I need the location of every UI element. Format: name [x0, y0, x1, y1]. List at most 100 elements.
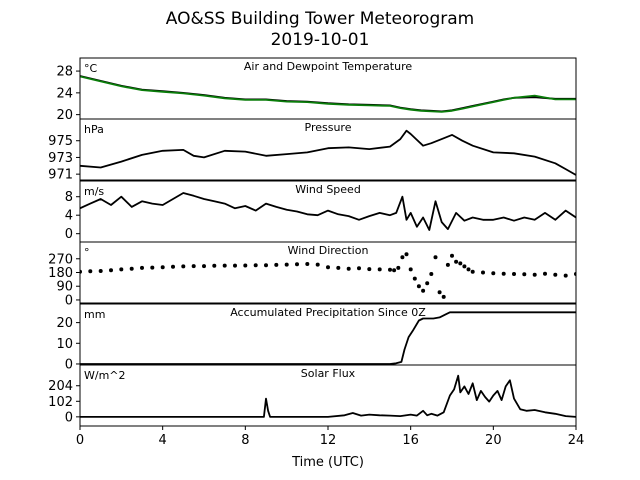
- y-tick-label: 971: [48, 168, 73, 183]
- series-line: [80, 75, 576, 113]
- data-point: [392, 268, 397, 273]
- chart-subtitle: 2019-10-01: [271, 30, 370, 50]
- panel-2: 971 973 975 hPa Pressure: [48, 118, 577, 183]
- data-point: [284, 262, 289, 267]
- data-point: [253, 263, 258, 268]
- data-point: [129, 266, 134, 271]
- data-point: [315, 262, 320, 267]
- data-point: [543, 271, 547, 276]
- panel-5: 0 10 20 mm Accumulated Precipitation Since 0…: [56, 303, 577, 372]
- data-point: [532, 272, 537, 277]
- y-tick-label: 24: [56, 86, 73, 101]
- data-point: [202, 264, 206, 269]
- panel-title: Wind Direction: [288, 244, 369, 257]
- panel-unit: °C: [84, 62, 98, 75]
- data-point: [212, 263, 217, 268]
- data-point: [470, 269, 475, 274]
- y-tick-label: 4: [65, 209, 73, 224]
- data-point: [445, 262, 450, 267]
- data-point: [357, 266, 361, 271]
- data-point: [425, 281, 430, 286]
- data-point: [481, 270, 485, 275]
- y-tick-label: 90: [56, 280, 73, 295]
- data-point: [140, 265, 144, 270]
- y-tick-label: 0: [65, 357, 73, 372]
- data-point: [150, 265, 155, 270]
- data-point: [396, 265, 401, 270]
- x-axis-label: Time (UTC): [291, 455, 364, 470]
- data-point: [462, 264, 467, 269]
- data-point: [326, 265, 330, 270]
- data-point: [367, 267, 372, 272]
- data-point: [421, 288, 426, 293]
- panel-unit: hPa: [84, 123, 104, 136]
- data-point: [243, 263, 248, 268]
- data-point: [408, 267, 413, 272]
- data-point: [88, 269, 93, 274]
- data-point: [404, 252, 409, 257]
- data-point: [491, 271, 496, 276]
- data-point: [171, 264, 175, 269]
- y-tick-label: 0: [65, 293, 73, 308]
- data-point: [191, 264, 196, 269]
- data-point: [522, 272, 527, 277]
- data-point: [437, 290, 442, 295]
- x-tick-label: 16: [402, 433, 419, 448]
- data-point: [466, 267, 471, 272]
- data-point: [109, 268, 113, 273]
- panel-3: 0 4 8 m/s Wind Speed: [65, 180, 577, 243]
- data-point: [416, 284, 421, 289]
- y-tick-label: 0: [65, 227, 73, 242]
- x-tick-label: 0: [76, 433, 84, 448]
- data-point: [388, 267, 392, 272]
- y-tick-label: 10: [56, 337, 73, 352]
- panel-unit: °: [84, 246, 90, 259]
- y-tick-label: 28: [56, 65, 73, 80]
- x-tick-label: 20: [485, 433, 502, 448]
- y-tick-label: 180: [48, 266, 73, 281]
- data-point: [98, 269, 103, 273]
- data-point: [264, 263, 268, 268]
- series-line: [80, 75, 576, 113]
- panels: 20 24 28 °C Air and Dewpoint Temperature 971 9…: [48, 57, 577, 427]
- data-point: [441, 294, 446, 299]
- chart-title: AO&SS Building Tower Meteorogram: [166, 9, 474, 29]
- x-tick-label: 12: [320, 433, 337, 448]
- data-point: [501, 271, 506, 276]
- y-tick-label: 270: [48, 252, 73, 267]
- series-line: [80, 192, 576, 231]
- series-dots: [80, 252, 576, 299]
- x-tick-label: 24: [568, 433, 585, 448]
- data-point: [274, 262, 279, 267]
- data-point: [377, 267, 382, 272]
- data-point: [458, 261, 463, 266]
- data-point: [119, 267, 124, 272]
- x-axis: 0 4 8 12 16 20 24: [76, 426, 584, 448]
- y-tick-label: 975: [48, 134, 73, 149]
- panel-title: Air and Dewpoint Temperature: [244, 60, 412, 73]
- data-point: [346, 266, 351, 271]
- y-tick-label: 20: [56, 108, 73, 123]
- data-point: [433, 255, 438, 260]
- panel-title: Wind Speed: [295, 183, 361, 196]
- data-point: [512, 272, 516, 276]
- data-point: [450, 253, 454, 258]
- x-tick-label: 4: [159, 433, 167, 448]
- data-point: [181, 264, 186, 269]
- panel-title: Solar Flux: [301, 367, 356, 380]
- y-tick-label: 0: [65, 410, 73, 425]
- data-point: [563, 273, 568, 278]
- y-tick-label: 204: [48, 379, 73, 394]
- data-point: [429, 272, 434, 276]
- data-point: [400, 255, 405, 260]
- panel-unit: W/m^2: [84, 369, 126, 382]
- y-tick-label: 20: [56, 316, 73, 331]
- y-tick-label: 102: [48, 395, 73, 410]
- x-tick-label: 8: [241, 433, 249, 448]
- data-point: [412, 276, 417, 281]
- y-tick-label: 8: [65, 190, 73, 205]
- data-point: [305, 262, 310, 266]
- panel-unit: mm: [84, 308, 105, 321]
